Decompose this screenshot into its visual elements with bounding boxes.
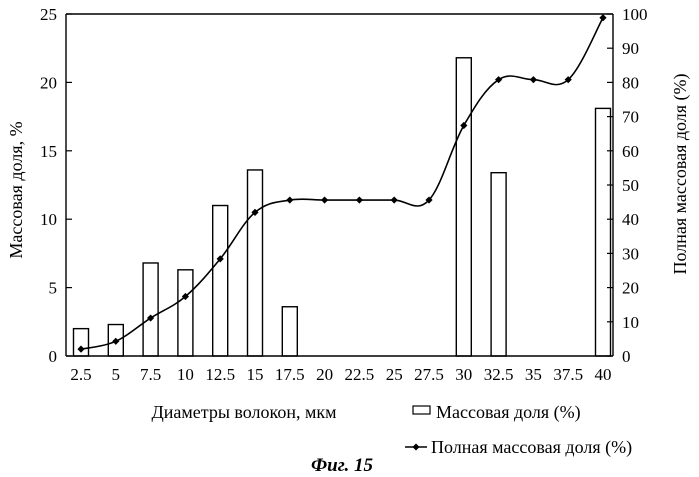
bar: [178, 270, 193, 356]
line-point: [530, 76, 537, 83]
y-axis-title: Массовая доля, %: [6, 121, 26, 258]
y2-tick-label: 30: [622, 244, 639, 263]
x-tick-label: 15: [247, 365, 264, 384]
y2-tick-label: 0: [622, 347, 631, 366]
bar-series: [74, 58, 611, 356]
y-tick-label: 25: [40, 5, 57, 24]
y2-tick-label: 20: [622, 279, 639, 298]
legend-line-marker: [413, 444, 420, 451]
y2-tick-label: 10: [622, 313, 639, 332]
bar: [248, 170, 263, 356]
line-point: [599, 14, 606, 21]
x-tick-label: 25: [386, 365, 403, 384]
y2-axis-title: Полная массовая доля (%): [670, 73, 691, 274]
y-tick-label: 15: [40, 142, 57, 161]
y2-tick-label: 60: [622, 142, 639, 161]
y-tick-label: 10: [40, 210, 57, 229]
figure-caption: Фиг. 15: [311, 455, 373, 476]
bar: [143, 263, 158, 356]
x-tick-label: 27.5: [414, 365, 444, 384]
y2-tick-label: 70: [622, 108, 639, 127]
y2-tick-label: 50: [622, 176, 639, 195]
x-tick-label: 17.5: [275, 365, 305, 384]
bar: [596, 108, 611, 356]
legend-line-label: Полная массовая доля (%): [431, 437, 632, 458]
x-tick-label: 37.5: [553, 365, 583, 384]
x-tick-label: 12.5: [205, 365, 235, 384]
bar: [456, 58, 471, 356]
y2-tick-label: 90: [622, 39, 639, 58]
bar: [213, 206, 228, 356]
y2-tick-label: 100: [622, 5, 648, 24]
cumulative-line: [81, 18, 603, 349]
x-tick-label: 32.5: [484, 365, 514, 384]
x-tick-label: 35: [525, 365, 542, 384]
y2-tick-label: 80: [622, 73, 639, 92]
axes: 0 5 10 15 20 25 0 10 20 30 40 50 60 70 80 90 100 2.5 5 7.5 1…: [40, 5, 648, 384]
line-point: [391, 196, 398, 203]
bar: [491, 173, 506, 356]
x-axis-title: Диаметры волокон, мкм: [151, 402, 336, 422]
y2-tick-label: 40: [622, 210, 639, 229]
x-tick-label: 30: [455, 365, 472, 384]
x-tick-label: 5: [112, 365, 121, 384]
x-tick-label: 40: [595, 365, 612, 384]
legend: Массовая доля (%) Полная массовая доля (…: [405, 402, 632, 458]
bar: [282, 307, 297, 356]
line-point: [356, 196, 363, 203]
legend-bar-swatch: [413, 406, 430, 414]
x-tick-label: 2.5: [70, 365, 91, 384]
y-tick-label: 20: [40, 73, 57, 92]
x-tick-label: 20: [316, 365, 333, 384]
x-tick-label: 22.5: [345, 365, 375, 384]
line-point: [286, 196, 293, 203]
line-point: [321, 196, 328, 203]
y-tick-label: 0: [49, 347, 58, 366]
legend-bar-label: Массовая доля (%): [436, 402, 581, 423]
x-tick-label: 7.5: [140, 365, 161, 384]
y-tick-label: 5: [49, 279, 58, 298]
x-tick-label: 10: [177, 365, 194, 384]
